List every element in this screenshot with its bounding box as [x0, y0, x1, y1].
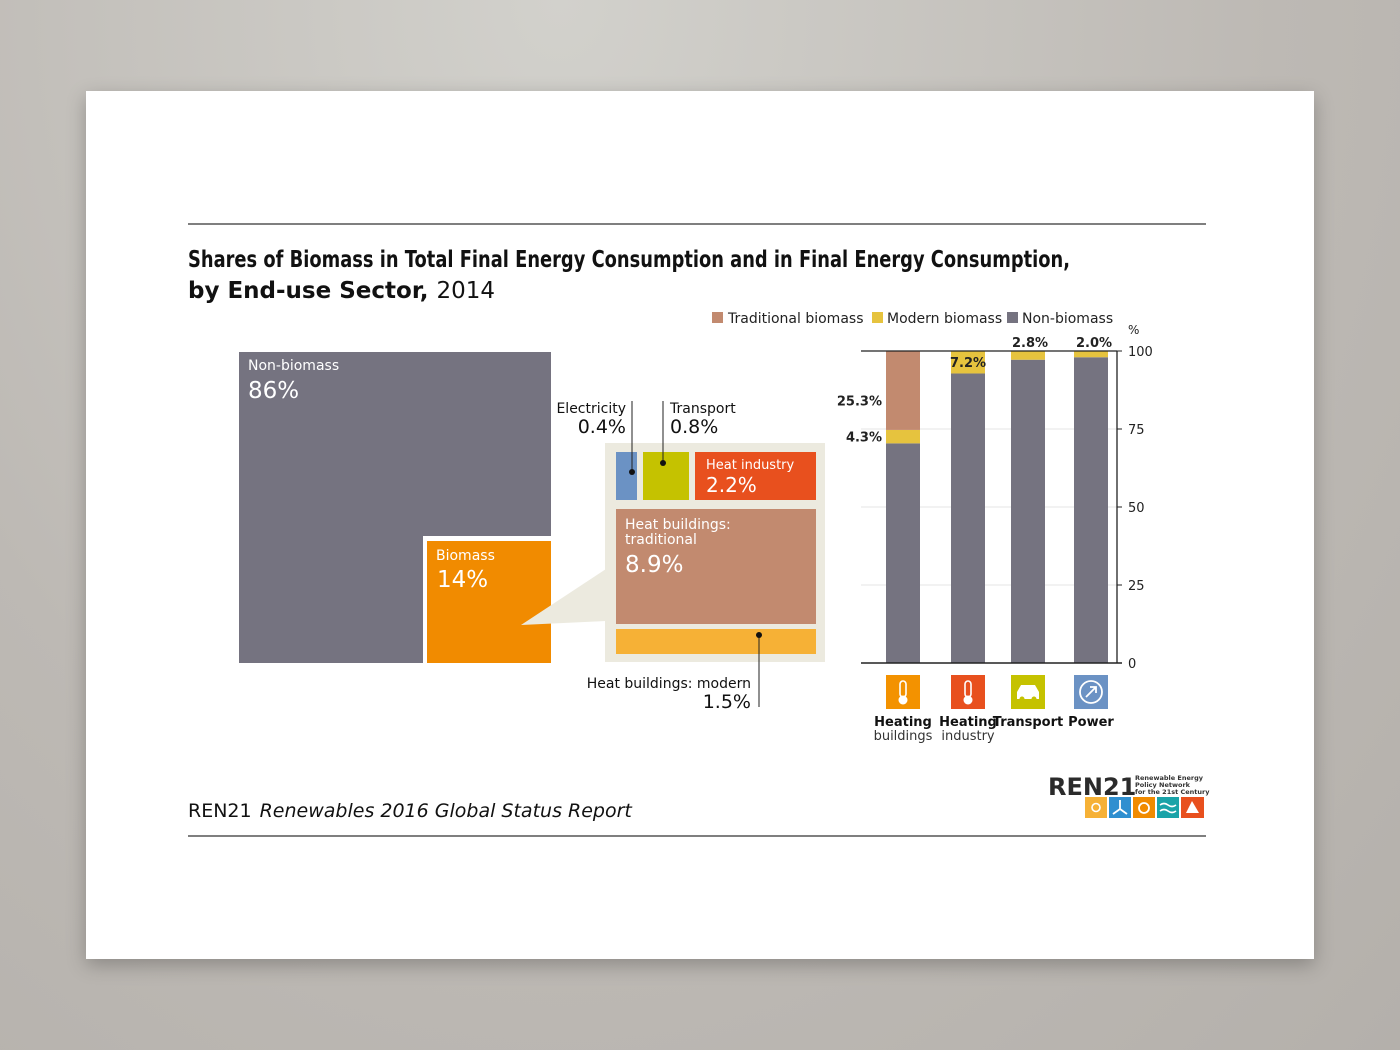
bar-segment-non-biomass — [951, 373, 985, 663]
bar-segment-non-biomass — [886, 443, 920, 663]
logo-sub2: Policy Network — [1135, 781, 1191, 789]
transport-label: Transport — [669, 401, 736, 417]
electricity-label: Electricity — [556, 401, 626, 417]
logo-sun-glyph — [1091, 802, 1101, 813]
heat-buildings-modern-block — [616, 629, 816, 654]
bar-label-traditional: 25.3% — [837, 394, 882, 409]
car-icon — [1017, 685, 1039, 699]
chart-title-line2: by End-use Sector, 2014 — [188, 278, 495, 304]
y-tick-label: 50 — [1128, 501, 1145, 516]
footer-org: REN21 — [188, 800, 252, 822]
heat-buildings-modern-value: 1.5% — [703, 691, 751, 713]
logo-wind-glyph — [1112, 800, 1128, 815]
heat-industry-value: 2.2% — [706, 473, 757, 497]
plug-icon — [1079, 680, 1103, 704]
legend-label-modern: Modern biomass — [887, 311, 1002, 327]
chart-title-line1: Shares of Biomass in Total Final Energy … — [188, 247, 1070, 273]
heat-industry-label: Heat industry — [706, 458, 795, 473]
y-tick-label: 100 — [1128, 345, 1153, 360]
figure: Shares of Biomass in Total Final Energy … — [188, 223, 1210, 837]
biomass-value: 14% — [437, 567, 488, 593]
thermometer-bulb-icon — [963, 695, 973, 705]
thermometer-bulb-icon — [898, 695, 908, 705]
y-axis-unit: % — [1128, 323, 1139, 337]
car-wheel-icon — [1031, 696, 1037, 702]
breakdown-diagram: Non-biomass 86% Biomass 14% Heat industr… — [239, 352, 825, 713]
transport-block — [643, 452, 689, 500]
chart-title-year: 2014 — [437, 278, 496, 304]
heat-buildings-traditional-value: 8.9% — [625, 552, 683, 578]
logo-water-glyph — [1159, 802, 1177, 814]
car-wheel-icon — [1019, 696, 1025, 702]
ren21-logo: REN21 Renewable Energy Policy Network fo… — [1048, 773, 1210, 818]
bar-segment-non-biomass — [1074, 357, 1108, 663]
bar-segment-traditional-biomass — [886, 351, 920, 430]
heat-industry-block — [695, 452, 816, 500]
bar-segment-modern-biomass — [1074, 351, 1108, 358]
bar-label-modern: 2.0% — [1076, 336, 1112, 351]
category-label-line2: industry — [941, 729, 995, 744]
logo-sub3: for the 21st Century — [1135, 788, 1210, 796]
category-label-line2: buildings — [874, 729, 933, 744]
logo-leaf-glyph — [1186, 801, 1199, 813]
legend-label-traditional: Traditional biomass — [727, 311, 864, 327]
category-label-line1: Heating — [939, 715, 997, 730]
chart-title-sector: by End-use Sector, — [188, 278, 429, 304]
zoom-wedge — [521, 569, 606, 625]
category-label-line1: Heating — [874, 715, 932, 730]
footer-citation: REN21 Renewables 2016 Global Status Repor… — [188, 800, 633, 822]
logo-sun-icon — [1085, 797, 1107, 818]
nonbiomass-label: Non-biomass — [248, 358, 339, 374]
footer-report: Renewables 2016 Global Status Report — [260, 800, 634, 822]
legend: Traditional biomass Modern biomass Non-b… — [712, 311, 1113, 327]
logo-power-glyph — [1138, 802, 1150, 814]
electricity-block — [616, 452, 637, 500]
transport-dot — [660, 460, 666, 466]
modern-dot — [756, 632, 762, 638]
report-card: Shares of Biomass in Total Final Energy … — [86, 91, 1314, 959]
logo-power-icon — [1133, 797, 1155, 818]
bar-label-modern: 2.8% — [1012, 336, 1048, 351]
bar-segment-modern-biomass — [951, 351, 985, 374]
y-tick-label: 75 — [1128, 423, 1145, 438]
electricity-value: 0.4% — [578, 416, 626, 438]
heat-buildings-traditional-label2: traditional — [625, 532, 697, 548]
category-label-line1: Power — [1068, 715, 1114, 730]
logo-water-icon — [1157, 797, 1179, 818]
legend-swatch-nonbiomass — [1007, 312, 1018, 323]
heat-buildings-traditional-block — [616, 509, 816, 624]
y-tick-label: 25 — [1128, 579, 1145, 594]
legend-label-nonbiomass: Non-biomass — [1022, 311, 1113, 327]
bar-label-modern: 7.2% — [950, 356, 986, 371]
y-tick-label: 0 — [1128, 657, 1136, 672]
plug-glyph-icon — [1085, 686, 1097, 698]
bar-segment-modern-biomass — [1011, 351, 1045, 360]
biomass-block — [427, 541, 551, 663]
logo-wordmark: REN21 — [1048, 773, 1136, 801]
legend-swatch-traditional — [712, 312, 723, 323]
logo-sub1: Renewable Energy — [1135, 774, 1204, 782]
electricity-dot — [629, 469, 635, 475]
bar-segment-non-biomass — [1011, 359, 1045, 663]
nonbiomass-block — [239, 352, 551, 663]
heat-buildings-traditional-label1: Heat buildings: — [625, 517, 731, 533]
bar-segment-modern-biomass — [886, 429, 920, 444]
category-label-line1: Transport — [993, 715, 1063, 730]
legend-swatch-modern — [872, 312, 883, 323]
biomass-label: Biomass — [436, 548, 495, 564]
heat-buildings-modern-label: Heat buildings: modern — [587, 676, 751, 692]
bar-label-modern: 4.3% — [846, 431, 882, 446]
transport-value: 0.8% — [670, 416, 718, 438]
nonbiomass-value: 86% — [248, 378, 299, 404]
